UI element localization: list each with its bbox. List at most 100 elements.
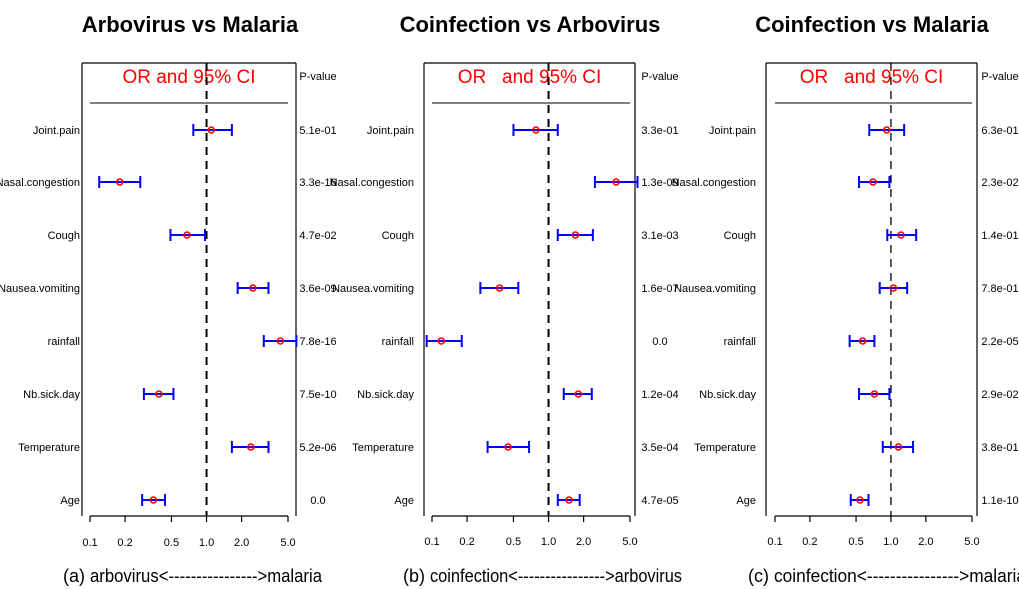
or-point [504,443,512,451]
or-point [889,284,898,292]
forest-panel-2: Coinfection vs Arbovirus OR and 95% CI P-v… [330,12,682,586]
or-point [276,337,285,345]
row-label: rainfall [724,336,756,348]
row-label: rainfall [48,336,80,348]
x-tick-label: 0.2 [117,537,132,549]
row-label: Joint.pain [367,125,414,137]
row-label: Temperature [352,442,414,454]
row-pvalue: 3.3e-01 [641,125,678,137]
row-pvalue: 5.2e-06 [299,442,336,454]
or-point [247,443,255,451]
row-pvalue: 6.3e-01 [981,125,1018,137]
or-point [565,496,573,504]
row-label: Cough [48,230,80,242]
row-pvalue: 7.8e-01 [981,283,1018,295]
or-point [437,337,446,345]
row-pvalue: 2.9e-02 [981,389,1018,401]
row-pvalue: 3.8e-01 [981,442,1018,454]
forest-panel-1: Arbovirus vs Malaria OR and 95% CI P-value… [0,12,337,586]
row-label: Nb.sick.day [699,389,756,401]
row-pvalue: 0.0 [310,495,325,507]
row-pvalue: 3.1e-03 [641,230,678,242]
or-point [612,178,620,186]
x-tick-label: 5.0 [622,536,637,548]
row-label: Nasal.congestion [0,177,80,189]
row-label: Joint.pain [33,125,80,137]
x-tick-label: 0.1 [424,536,439,548]
panel-title: Arbovirus vs Malaria [82,12,299,37]
pvalue-header: P-value [641,71,678,83]
x-tick-label: 2.0 [576,536,591,548]
or-point [149,496,158,504]
row-pvalue: 3.3e-16 [299,177,336,189]
row-label: Joint.pain [709,125,756,137]
row-label: rainfall [382,336,414,348]
forest-panel-3: Coinfection vs Malaria OR and 95% CI P-val… [672,12,1019,586]
row-label: Age [394,495,414,507]
row-label: Nausea.vomiting [0,283,80,295]
row-label: Cough [724,230,756,242]
row-pvalue: 5.1e-01 [299,125,336,137]
or-ci-header: OR and 95% CI [800,67,944,88]
x-tick-label: 0.1 [767,536,782,548]
row-label: Nausea.vomiting [674,283,756,295]
row-pvalue: 1.3e-09 [641,177,678,189]
x-axis-direction-label: coinfection<---------------->arbovirus [430,566,682,586]
row-pvalue: 1.2e-04 [641,389,678,401]
row-pvalue: 2.2e-05 [981,336,1018,348]
row-label: Nausea.vomiting [332,283,414,295]
or-ci-header: OR and 95% CI [122,67,255,88]
or-point [495,284,504,292]
panel-title: Coinfection vs Malaria [755,12,989,37]
or-point [183,231,191,239]
row-label: Temperature [694,442,756,454]
x-axis-direction-label: arbovirus<---------------->malaria [90,566,323,586]
panel-letter: (a) [63,566,85,586]
row-label: Nb.sick.day [23,389,80,401]
x-tick-label: 0.5 [164,537,179,549]
row-pvalue: 1.1e-10 [981,495,1018,507]
x-tick-label: 0.5 [506,536,521,548]
row-pvalue: 2.3e-02 [981,177,1018,189]
pvalue-header: P-value [981,71,1018,83]
or-point [571,231,580,239]
row-label: Age [60,495,80,507]
x-tick-label: 1.0 [541,536,556,548]
x-tick-label: 5.0 [280,537,295,549]
pvalue-header: P-value [299,71,336,83]
x-tick-label: 2.0 [234,537,249,549]
x-axis-direction-label: coinfection<---------------->malaria [774,566,1019,586]
row-label: Nasal.congestion [330,177,414,189]
row-pvalue: 1.4e-01 [981,230,1018,242]
or-point [858,337,867,345]
or-point [870,390,879,398]
row-pvalue: 0.0 [652,336,667,348]
or-point [856,496,864,504]
or-point [207,126,216,134]
row-pvalue: 1.6e-07 [641,283,678,295]
x-tick-label: 5.0 [964,536,979,548]
row-label: Nasal.congestion [672,177,756,189]
x-tick-label: 1.0 [883,536,898,548]
x-tick-label: 0.1 [82,537,97,549]
or-point [115,178,124,186]
panel-letter: (b) [403,566,425,586]
or-point [532,126,540,134]
x-tick-label: 2.0 [918,536,933,548]
or-point [882,126,891,134]
or-point [249,284,257,292]
panel-letter: (c) [748,566,769,586]
row-pvalue: 4.7e-02 [299,230,336,242]
x-tick-label: 0.2 [459,536,474,548]
or-point [574,390,583,398]
x-tick-label: 1.0 [199,537,214,549]
row-pvalue: 4.7e-05 [641,495,678,507]
or-point [894,443,903,451]
panel-title: Coinfection vs Arbovirus [400,12,661,37]
x-tick-label: 0.5 [848,536,863,548]
row-label: Temperature [18,442,80,454]
row-pvalue: 3.6e-09 [299,283,336,295]
or-point [869,178,877,186]
row-label: Cough [382,230,414,242]
